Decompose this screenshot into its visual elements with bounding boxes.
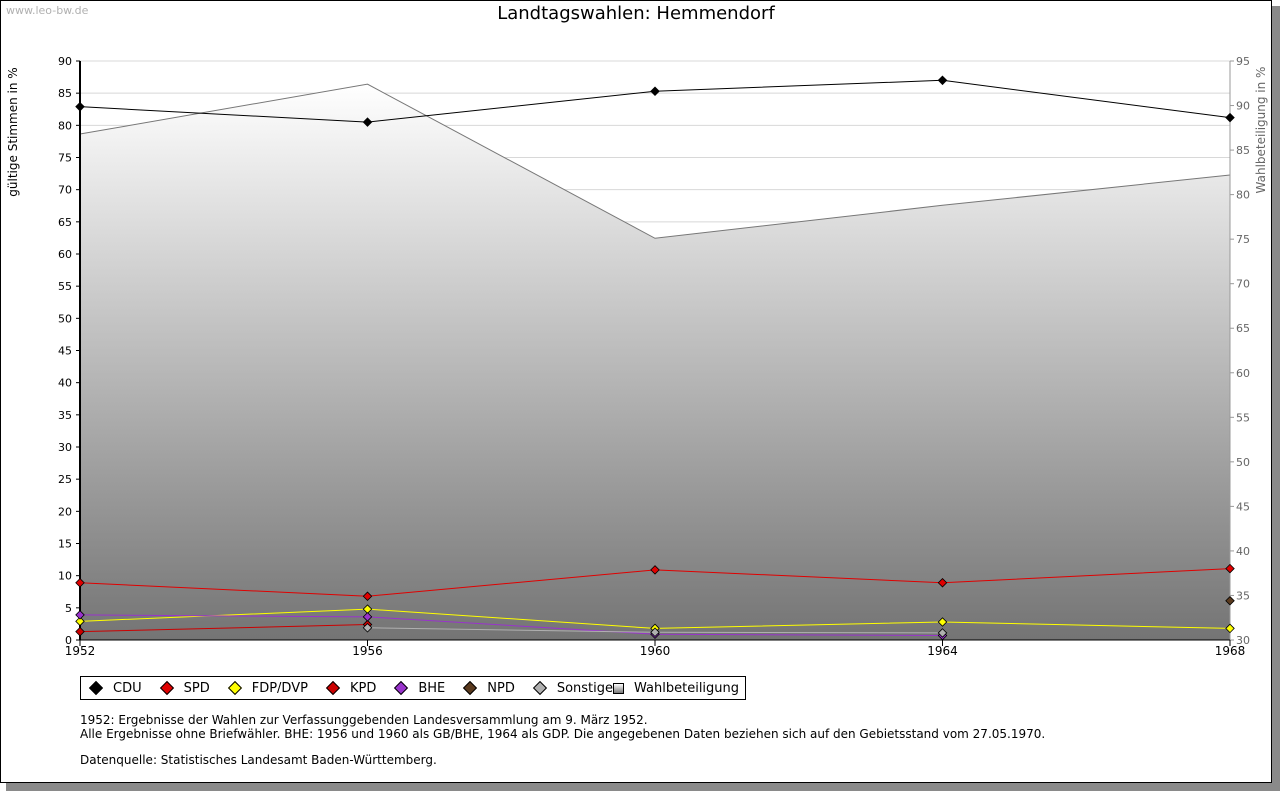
chart-title: Landtagswahlen: Hemmendorf [497,3,775,24]
data-point-spd [1225,563,1235,574]
y2-tick-label: 80 [1236,189,1250,202]
legend-item-bhe: BHE [394,681,445,696]
data-point-bhe [75,610,85,620]
watermark: www.leo-bw.de [6,4,89,17]
turnout-line [79,83,1231,239]
legend-label-spd: SPD [183,680,210,696]
data-point-sonstige [937,628,948,638]
legend-label-sonstige: Sonstige [556,680,614,696]
series-line-bhe [79,614,943,636]
y-tick-label: 45 [58,345,72,358]
y-tick-label: 75 [58,152,72,165]
y2-tick-label: 95 [1236,55,1250,68]
legend-label-npd: NPD [487,680,515,696]
data-point-sonstige [650,627,660,638]
y-tick-label: 90 [58,55,72,68]
legend-marker-cdu [88,680,104,696]
legend-label-cdu: CDU [113,680,142,696]
y-tick-label: 85 [58,87,72,100]
x-tick-label: 1964 [927,644,958,658]
y2-tick-label: 55 [1236,411,1250,424]
frame-shadow-bottom [6,783,1280,791]
y2-tick-label: 40 [1236,545,1250,558]
legend-item-cdu: CDU [88,680,142,696]
legend-item-spd: SPD [159,680,210,696]
turnout-area [80,84,1230,640]
y-tick-label: 60 [58,248,72,261]
y-tick-label: 80 [58,119,72,132]
x-tick-label: 1956 [352,644,383,658]
legend-item-wahlbeteiligung: Wahlbeteiligung [613,681,739,696]
y-tick-label: 15 [58,538,72,551]
y2-tick-label: 60 [1236,367,1250,380]
y-tick-label: 5 [65,602,72,615]
legend-label-fdp-dvp: FDP/DVP [251,680,308,696]
legend: CDU SPD FDP/DVP KPD BHE NPD Sonstige Wahlbetei… [80,676,747,700]
data-point-kpd [75,626,85,637]
legend-marker-sonstige [532,680,547,696]
legend-item-sonstige: Sonstige [532,680,614,696]
chart-plot: 0 5 10 15 20 25 30 35 40 45 50 55 60 65 70 75 80 85 90 30 35… [58,55,1250,658]
y-tick-label: 65 [58,216,72,229]
y2-tick-label: 75 [1236,233,1250,246]
legend-marker-spd [159,680,174,696]
y-tick-label: 25 [58,473,72,486]
y2-tick-label: 85 [1236,144,1250,157]
y-tick-label: 30 [58,441,72,454]
y-tick-label: 10 [58,570,72,583]
data-point-spd [937,577,948,588]
y2-tick-label: 45 [1236,500,1250,513]
data-point-cdu [75,101,85,112]
y-tick-label: 50 [58,312,72,325]
legend-item-kpd: KPD [325,680,377,696]
y2-tick-label: 35 [1236,589,1250,602]
y-tick-label: 35 [58,409,72,422]
data-point-fdp-dvp [1225,623,1235,634]
y2-tick-label: 90 [1236,100,1250,113]
data-point-cdu [650,86,660,97]
legend-marker-bhe [394,680,409,696]
y2-tick-label: 65 [1236,322,1250,335]
legend-marker-kpd [325,680,341,696]
x-tick-label: 1952 [65,644,96,658]
y-tick-label: 0 [65,634,72,647]
data-point-fdp-dvp [937,617,948,627]
data-point-spd [75,577,85,588]
data-point-bhe [362,612,373,622]
y2-tick-label: 70 [1236,278,1250,291]
y-tick-label: 20 [58,505,72,518]
note-source: Datenquelle: Statistisches Landesamt Bad… [80,753,437,767]
x-tick-label: 1968 [1215,644,1246,658]
legend-marker-fdp-dvp [227,680,242,696]
legend-item-npd: NPD [463,681,515,696]
data-point-cdu [1225,112,1235,123]
data-point-npd [1225,595,1235,606]
data-point-cdu [362,117,373,127]
frame-shadow-right [1272,6,1280,791]
y-tick-label: 70 [58,184,72,197]
data-point-spd [650,565,660,575]
legend-label-wahlbeteiligung: Wahlbeteiligung [634,680,740,696]
x-tick-label: 1960 [640,644,671,658]
legend-swatch-wahlbeteiligung [613,682,625,694]
data-point-spd [362,591,373,602]
y2-tick-label: 50 [1236,456,1250,469]
chart-notes: 1952: Ergebnisse der Wahlen zur Verfassu… [80,713,1045,767]
note-line-2: Alle Ergebnisse ohne Briefwähler. BHE: 1… [80,727,1046,741]
data-point-sonstige [362,623,373,633]
data-point-fdp-dvp [75,616,85,627]
legend-item-fdp-dvp: FDP/DVP [227,680,308,696]
data-point-cdu [937,75,948,86]
y-tick-label: 55 [58,280,72,293]
y-tick-label: 40 [58,377,72,390]
legend-label-bhe: BHE [418,680,446,696]
note-line-1: 1952: Ergebnisse der Wahlen zur Verfassu… [80,713,648,727]
legend-marker-npd [463,680,478,696]
series-line-kpd [79,624,368,633]
y2-tick-label: 30 [1236,634,1250,647]
legend-label-kpd: KPD [349,680,377,696]
